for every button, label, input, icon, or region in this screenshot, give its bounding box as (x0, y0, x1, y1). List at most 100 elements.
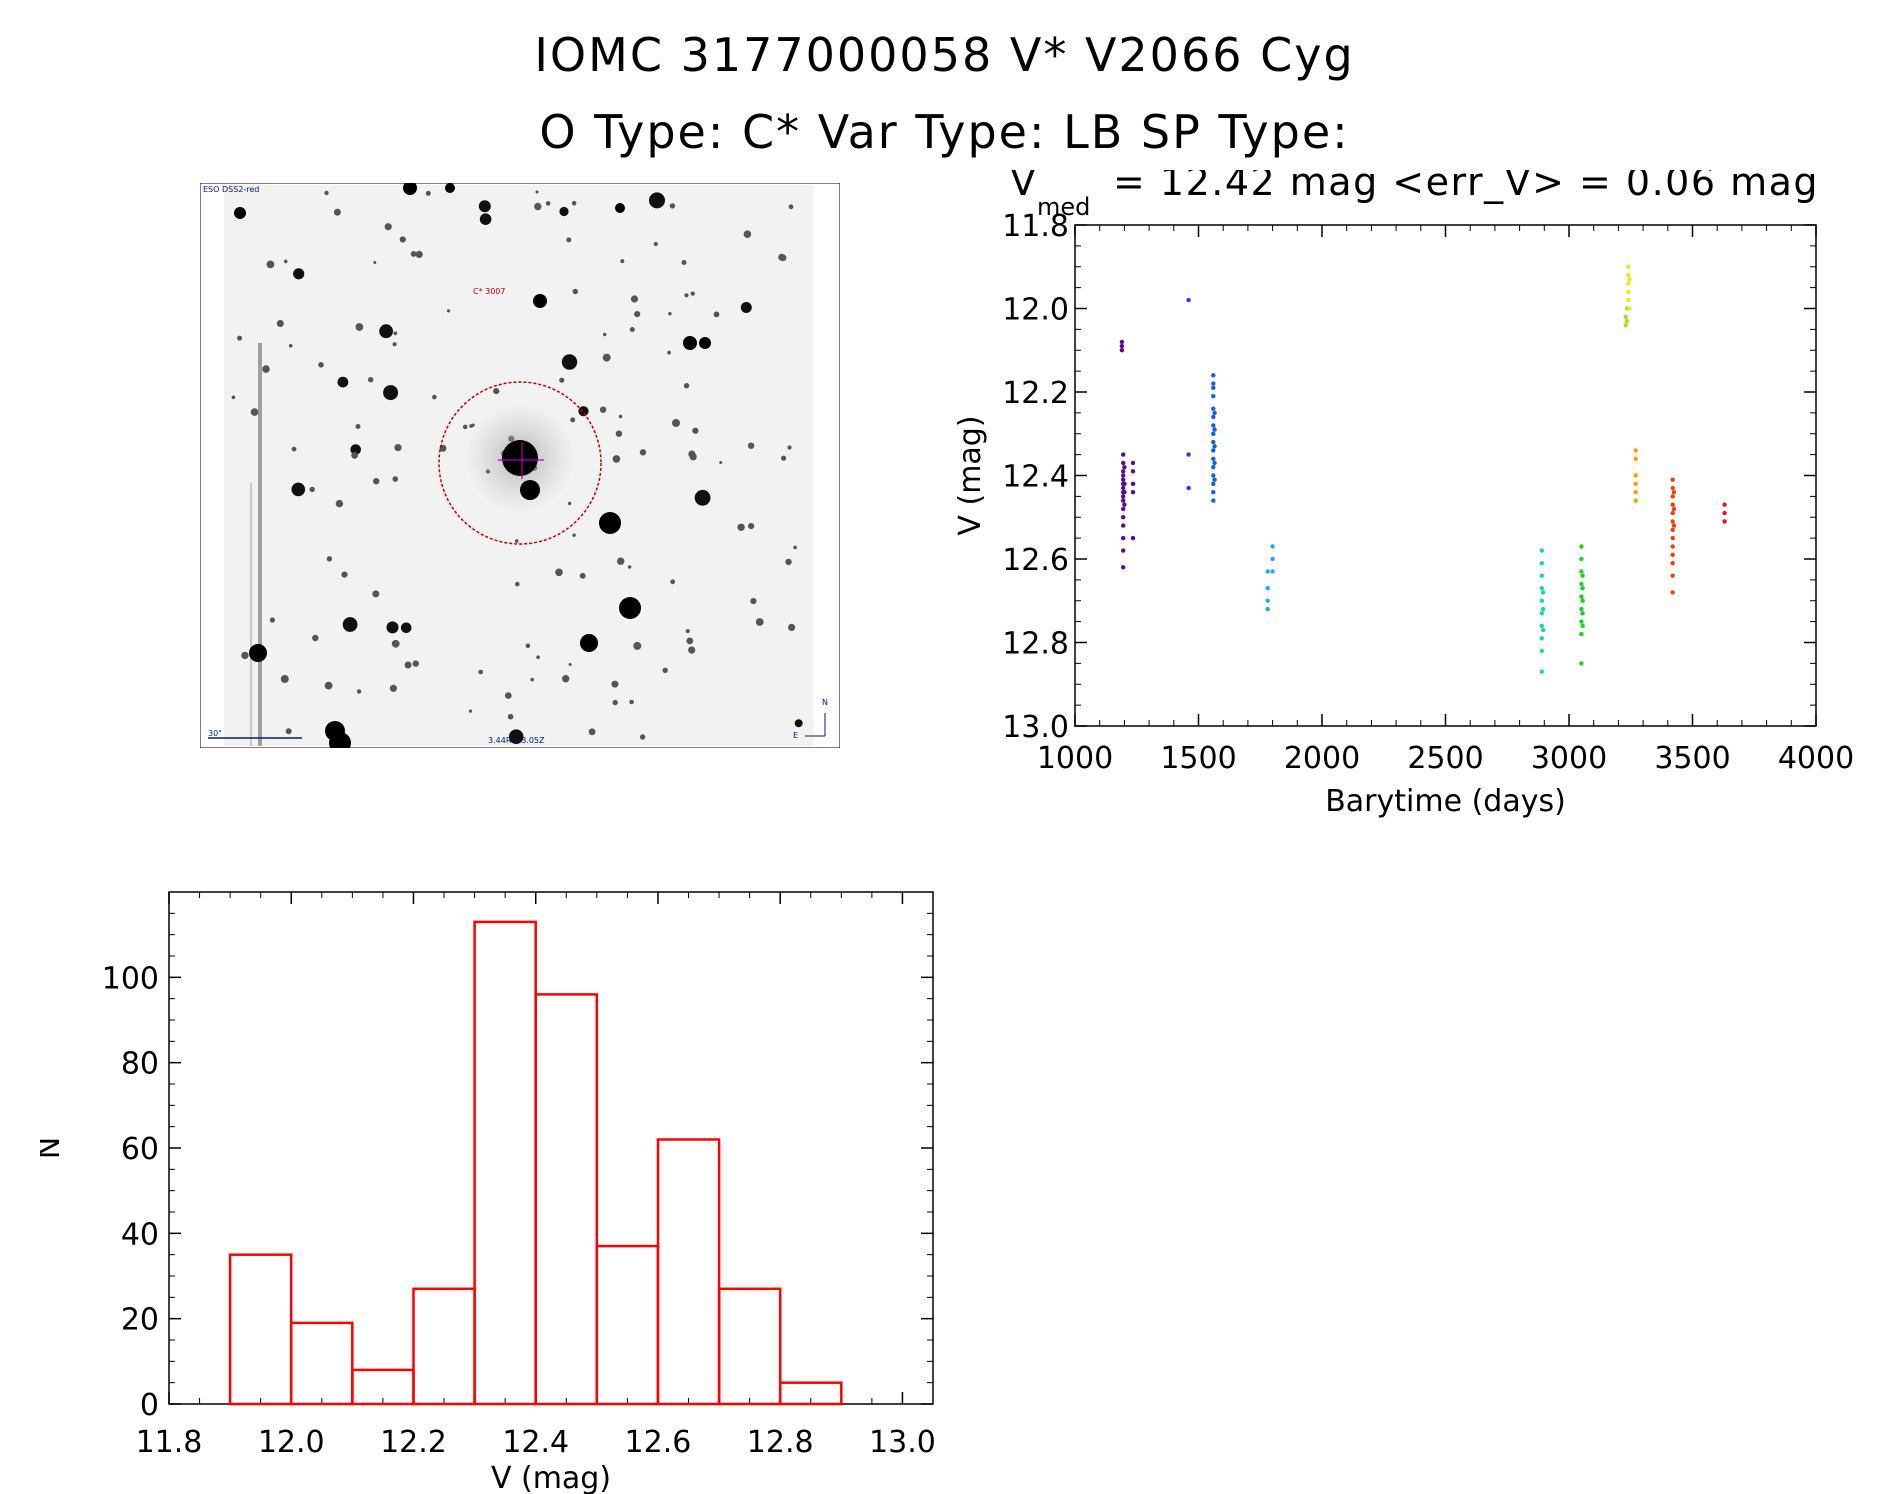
compass-east-label: E (793, 731, 798, 740)
light-curve-chart: V med = 12.42 mag <err_V> = 0.06 mag 100… (953, 170, 1854, 819)
object-label: C* 3007 (473, 287, 506, 296)
field-star (342, 617, 358, 632)
page-title: IOMC 3177000058 V* V2066 Cyg (534, 28, 1355, 82)
field-star (389, 684, 397, 692)
data-point (1265, 598, 1270, 603)
data-point (1539, 648, 1544, 654)
data-point (1212, 477, 1217, 482)
field-star (778, 253, 786, 261)
field-star (639, 734, 646, 740)
field-star (562, 675, 570, 683)
data-point (1633, 456, 1638, 461)
data-point (1121, 523, 1126, 528)
field-star (785, 558, 792, 566)
field-star (508, 729, 524, 744)
data-point (1670, 510, 1675, 516)
y-tick-label: 12.4 (1002, 460, 1069, 495)
field-star (690, 291, 695, 296)
series-10 (1722, 502, 1727, 524)
data-point (1122, 465, 1127, 470)
data-point (1580, 598, 1585, 603)
compass-north-label: N (822, 698, 828, 707)
field-star (603, 332, 607, 337)
field-star (262, 365, 270, 373)
field-star (533, 294, 547, 308)
target-star (502, 440, 538, 476)
x-tick-label: 1000 (1037, 741, 1113, 776)
field-star (588, 728, 596, 736)
series-8 (1633, 448, 1638, 503)
field-star (737, 523, 745, 531)
histogram-bar (412, 1287, 476, 1406)
x-tick-label: 12.8 (747, 1425, 814, 1460)
field-star (662, 667, 668, 673)
data-point (1211, 423, 1216, 428)
y-tick-label: 40 (121, 1217, 159, 1252)
field-star (266, 260, 275, 269)
x-tick-label: 3000 (1531, 741, 1607, 776)
data-point (1119, 348, 1125, 353)
field-star (379, 324, 393, 339)
series-4 (1539, 548, 1546, 674)
data-point (1633, 498, 1638, 503)
data-point (1670, 477, 1675, 482)
data-point (1211, 439, 1216, 445)
field-star (713, 311, 720, 318)
data-point (1540, 627, 1546, 633)
data-point (1579, 581, 1584, 587)
field-star (649, 192, 665, 209)
field-star (580, 634, 598, 652)
field-star (530, 677, 534, 682)
field-star (555, 568, 563, 577)
field-star (629, 699, 634, 705)
data-point (1121, 494, 1126, 499)
data-point (1270, 556, 1275, 562)
x-axis-label: Barytime (days) (1325, 784, 1566, 819)
data-point (1670, 590, 1675, 595)
y-tick-label: 12.2 (1002, 376, 1069, 411)
data-point (1623, 314, 1628, 319)
data-point (1626, 264, 1631, 269)
field-star (579, 572, 586, 579)
field-star (324, 190, 329, 196)
survey-label: ESO DSS2-red (203, 185, 259, 194)
field-star (400, 622, 412, 634)
data-point (1122, 490, 1127, 495)
data-point (1579, 619, 1584, 624)
field-star (566, 237, 572, 243)
field-star (291, 446, 297, 452)
field-star (410, 251, 417, 257)
field-star (399, 236, 406, 243)
field-star (326, 556, 333, 562)
field-star (602, 353, 611, 362)
y-axis-label: V (mag) (953, 415, 988, 535)
data-point (1540, 590, 1546, 595)
x-tick-label: 11.8 (136, 1425, 203, 1460)
data-point (1670, 552, 1675, 557)
field-star (276, 320, 284, 327)
data-point (1623, 323, 1628, 328)
data-point (1626, 289, 1631, 294)
data-point (1671, 523, 1677, 528)
field-star (694, 489, 711, 506)
field-star (356, 689, 362, 694)
field-star (535, 190, 539, 194)
data-point (1270, 569, 1275, 574)
field-star (667, 350, 671, 355)
data-point (1211, 385, 1216, 390)
x-tick-label: 1500 (1160, 741, 1236, 776)
field-star (572, 288, 578, 295)
field-star (237, 335, 243, 341)
data-point (1670, 519, 1675, 524)
plot-frame (168, 891, 934, 1405)
field-star (269, 617, 275, 623)
x-tick-label: 13.0 (869, 1425, 936, 1460)
field-star (515, 581, 520, 587)
field-star (684, 293, 689, 298)
field-star (559, 377, 565, 383)
data-point (1121, 548, 1126, 553)
field-star (787, 445, 792, 450)
field-star (283, 259, 288, 264)
field-star (719, 461, 723, 464)
field-star (333, 208, 341, 216)
